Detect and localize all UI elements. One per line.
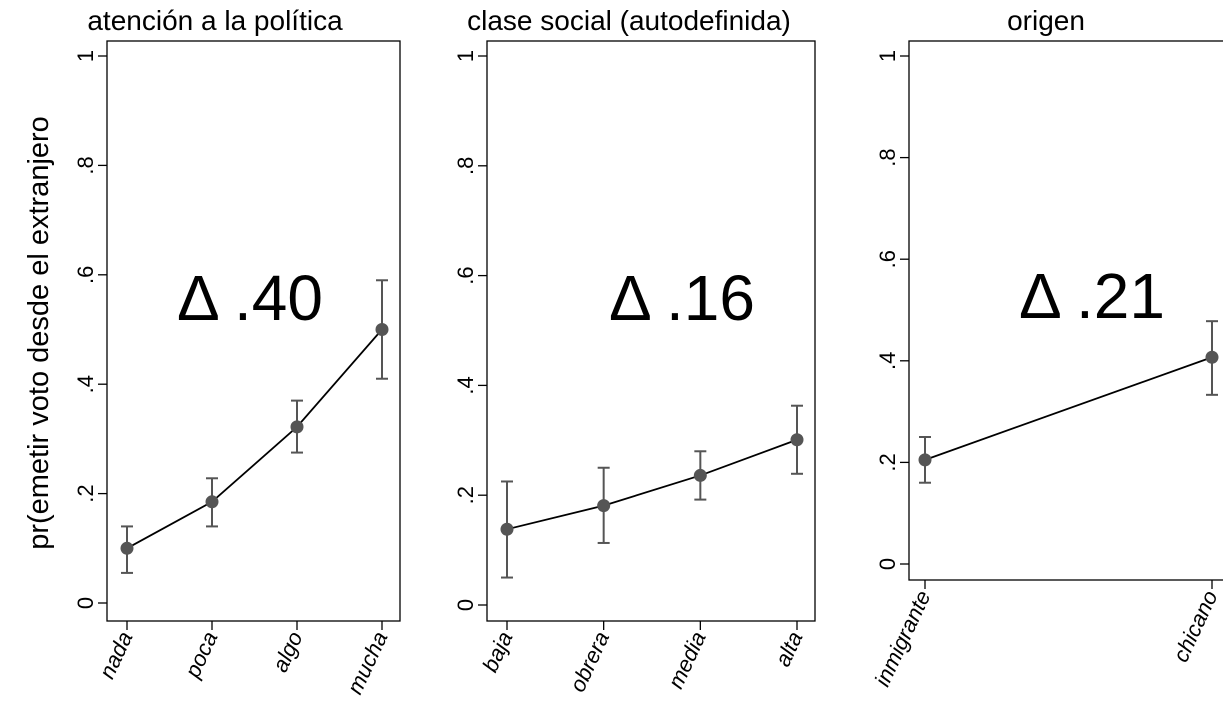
y-tick-label: .6 — [875, 250, 900, 268]
y-tick-label: .4 — [73, 375, 98, 393]
y-tick-label: 0 — [73, 597, 98, 609]
series-line — [126, 328, 383, 550]
delta-annotation: Δ .40 — [177, 262, 323, 334]
x-tick-label: chicano — [1168, 587, 1223, 666]
data-point — [918, 453, 932, 467]
y-tick-label: .2 — [453, 486, 478, 504]
panel-3: origen 0 .2 .4 .6 .8 1 inmigrante chicano Δ .21 — [869, 5, 1223, 690]
data-point — [290, 420, 304, 434]
panel-title: atención a la política — [87, 5, 343, 36]
y-tick-label: .2 — [875, 453, 900, 471]
data-point — [597, 499, 611, 513]
y-tick-label: .8 — [73, 156, 98, 174]
data-point — [693, 468, 707, 482]
series-line — [924, 356, 1213, 461]
x-tick-label: baja — [477, 628, 517, 676]
data-point — [790, 433, 804, 447]
panels: atención a la política 0 .2 .4 .6 .8 1 nada poca… — [73, 5, 1223, 698]
x-tick-label: media — [663, 628, 711, 693]
y-tick-label: 0 — [453, 599, 478, 611]
data-point — [375, 323, 389, 336]
delta-annotation: Δ .21 — [1019, 260, 1165, 332]
plot-frame — [908, 40, 1223, 581]
x-tick-label: algo — [267, 628, 307, 676]
y-tick-label: .4 — [875, 352, 900, 370]
y-tick-label: 1 — [73, 50, 98, 62]
x-tick-label: mucha — [342, 628, 393, 698]
plot-frame — [486, 40, 816, 622]
data-point — [205, 495, 219, 509]
x-tick-label: alta — [770, 628, 808, 671]
y-tick-label: .8 — [453, 157, 478, 175]
y-tick-label: 1 — [875, 50, 900, 62]
y-tick-label: 1 — [453, 50, 478, 62]
x-tick-label: obrera — [565, 628, 615, 696]
y-axis-label: pr(emetir voto desde el extranjero — [23, 116, 55, 550]
y-tick-label: .6 — [73, 266, 98, 284]
delta-annotation: Δ .16 — [609, 262, 755, 334]
data-point — [500, 522, 514, 536]
panel-title: clase social (autodefinida) — [467, 5, 791, 36]
y-tick-label: .2 — [73, 484, 98, 502]
series-line — [506, 438, 798, 531]
panel-title: origen — [1007, 5, 1085, 36]
x-tick-label: poca — [179, 628, 222, 683]
y-tick-label: .8 — [875, 148, 900, 166]
y-tick-label: .6 — [453, 266, 478, 284]
y-tick-label: 0 — [875, 558, 900, 570]
x-tick-label: inmigrante — [869, 587, 935, 691]
plot-frame — [106, 40, 401, 622]
data-point — [1205, 350, 1219, 364]
data-point — [120, 541, 134, 555]
panel-2: clase social (autodefinida) 0 .2 .4 .6 .8 1 baj… — [453, 5, 816, 696]
y-tick-label: .4 — [453, 376, 478, 394]
x-tick-label: nada — [94, 628, 137, 683]
panel-1: atención a la política 0 .2 .4 .6 .8 1 nada poca… — [73, 5, 401, 698]
